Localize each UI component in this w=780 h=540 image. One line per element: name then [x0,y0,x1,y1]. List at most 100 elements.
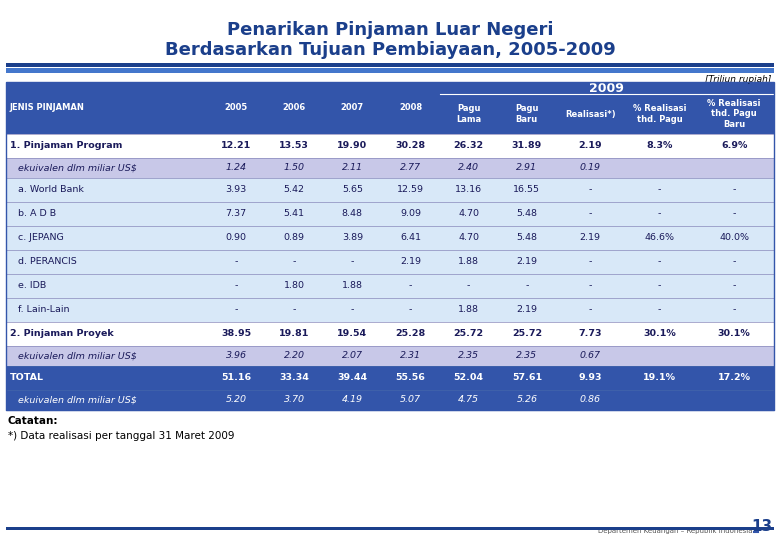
Text: -: - [234,281,238,291]
Text: 9.09: 9.09 [400,210,421,219]
Text: 4.75: 4.75 [458,395,479,404]
Bar [6,178,774,202]
Text: 2.19: 2.19 [516,258,537,267]
Text: -: - [588,258,592,267]
Text: Departemen Keuangan – Republik Indonesia: Departemen Keuangan – Republik Indonesia [597,528,752,534]
Text: 2.07: 2.07 [342,352,363,361]
Text: 40.0%: 40.0% [719,233,750,242]
Text: 31.89: 31.89 [512,141,542,151]
Text: 2007: 2007 [341,104,364,112]
Text: 5.48: 5.48 [516,233,537,242]
Text: -: - [525,281,529,291]
Text: 2.35: 2.35 [458,352,479,361]
Text: 2.35: 2.35 [516,352,537,361]
Text: 39.44: 39.44 [337,374,367,382]
Text: [Triliun rupiah]: [Triliun rupiah] [704,75,771,84]
Text: 5.65: 5.65 [342,186,363,194]
Text: 57.61: 57.61 [512,374,542,382]
Text: -: - [234,306,238,314]
Bar [6,82,774,410]
Text: % Realisasi
thd. Pagu
Baru: % Realisasi thd. Pagu Baru [707,99,761,129]
Bar [6,274,774,298]
Text: 30.28: 30.28 [395,141,426,151]
Text: -: - [588,186,592,194]
Text: 1.88: 1.88 [458,306,479,314]
Text: Pagu
Baru: Pagu Baru [515,104,538,124]
Text: 2005: 2005 [225,104,248,112]
Text: 2.11: 2.11 [342,164,363,172]
Text: -: - [588,306,592,314]
Text: 0.67: 0.67 [580,352,601,361]
Bar [6,63,774,67]
Text: 5.26: 5.26 [516,395,537,404]
Text: Catatan:: Catatan: [8,416,58,426]
Text: 1. Pinjaman Program: 1. Pinjaman Program [10,141,122,151]
Text: -: - [658,258,661,267]
Text: 13: 13 [751,519,772,534]
Text: 4.70: 4.70 [458,233,479,242]
Text: -: - [658,306,661,314]
Text: 3.93: 3.93 [225,186,246,194]
Bar [6,526,774,530]
Text: Berdasarkan Tujuan Pembiayaan, 2005-2009: Berdasarkan Tujuan Pembiayaan, 2005-2009 [165,41,615,59]
Text: 17.2%: 17.2% [718,374,750,382]
Text: 1.50: 1.50 [284,164,305,172]
Text: TOTAL: TOTAL [10,374,44,382]
Text: 9.93: 9.93 [579,374,602,382]
Text: 2006: 2006 [282,104,306,112]
Text: 8.3%: 8.3% [646,141,672,151]
Text: a. World Bank: a. World Bank [18,186,84,194]
Bar [6,366,774,390]
Text: 3.89: 3.89 [342,233,363,242]
Text: -: - [467,281,470,291]
Text: 19.54: 19.54 [337,329,367,339]
Text: 30.1%: 30.1% [643,329,675,339]
Text: 19.81: 19.81 [279,329,310,339]
Text: *) Data realisasi per tanggal 31 Maret 2009: *) Data realisasi per tanggal 31 Maret 2… [8,431,235,441]
Text: 12.21: 12.21 [221,141,251,151]
Text: 2.91: 2.91 [516,164,537,172]
Text: -: - [658,210,661,219]
Text: f. Lain-Lain: f. Lain-Lain [18,306,69,314]
Text: ekuivalen dlm miliar US$: ekuivalen dlm miliar US$ [18,164,136,172]
Text: 0.90: 0.90 [225,233,246,242]
Text: 2009: 2009 [590,82,624,94]
Text: 5.48: 5.48 [516,210,537,219]
Text: -: - [658,186,661,194]
Text: -: - [351,306,354,314]
Text: -: - [234,258,238,267]
Text: 46.6%: 46.6% [644,233,675,242]
Text: -: - [732,210,736,219]
Text: 3.70: 3.70 [284,395,305,404]
Text: 2.19: 2.19 [580,233,601,242]
Text: 7.37: 7.37 [225,210,246,219]
Text: -: - [292,306,296,314]
Text: 2.19: 2.19 [400,258,421,267]
Text: -: - [588,210,592,219]
Text: -: - [292,258,296,267]
Text: ekuivalen dlm miliar US$: ekuivalen dlm miliar US$ [18,395,136,404]
Bar [6,390,774,410]
Text: Realisasi*): Realisasi*) [565,110,615,118]
Bar [6,134,774,158]
Text: 2008: 2008 [399,104,422,112]
Text: 4.19: 4.19 [342,395,363,404]
Bar [6,68,774,73]
Bar [6,322,774,346]
Text: 26.32: 26.32 [454,141,484,151]
Text: JENIS PINJAMAN: JENIS PINJAMAN [9,104,84,112]
Text: 6.9%: 6.9% [721,141,747,151]
Text: 38.95: 38.95 [221,329,251,339]
Text: -: - [732,306,736,314]
Text: 0.89: 0.89 [284,233,305,242]
Bar [6,250,774,274]
Text: 5.07: 5.07 [400,395,421,404]
Text: 55.56: 55.56 [395,374,425,382]
Text: ekuivalen dlm miliar US$: ekuivalen dlm miliar US$ [18,352,136,361]
Text: 7.73: 7.73 [579,329,602,339]
Text: 4.70: 4.70 [458,210,479,219]
Text: 2.19: 2.19 [516,306,537,314]
Text: 0.86: 0.86 [580,395,601,404]
Text: Penarikan Pinjaman Luar Negeri: Penarikan Pinjaman Luar Negeri [227,21,553,39]
Text: 1.88: 1.88 [458,258,479,267]
